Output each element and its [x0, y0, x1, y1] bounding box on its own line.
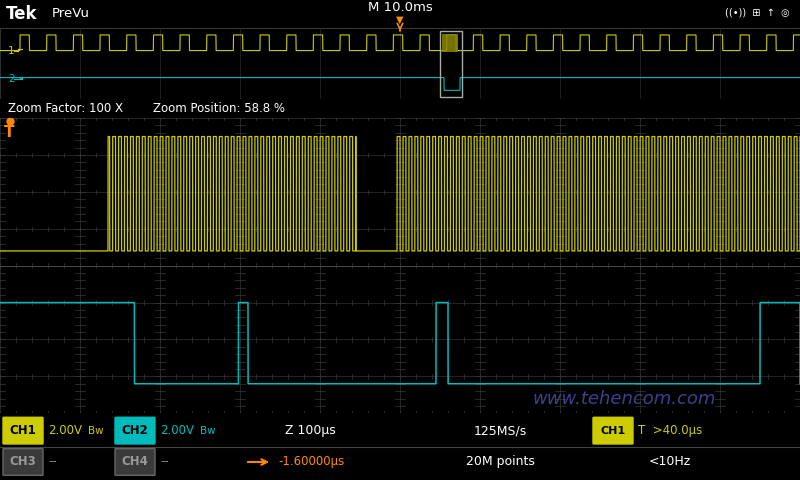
Text: CH3: CH3: [10, 456, 36, 468]
Text: M 10.0ms: M 10.0ms: [368, 1, 432, 14]
Text: <10Hz: <10Hz: [649, 456, 691, 468]
Text: Tek: Tek: [6, 5, 38, 23]
Text: Bw: Bw: [88, 426, 104, 436]
Text: Bw: Bw: [200, 426, 216, 436]
Bar: [440, 31, 462, 97]
Text: 2: 2: [8, 74, 14, 84]
FancyBboxPatch shape: [3, 449, 43, 475]
Text: --: --: [48, 456, 57, 468]
Text: 125MS/s: 125MS/s: [474, 424, 526, 437]
Bar: [442, 34, 458, 52]
Text: 1: 1: [8, 46, 14, 56]
Text: ((•))  ⊞  ↑  ◎: ((•)) ⊞ ↑ ◎: [726, 8, 790, 18]
Text: CH1: CH1: [10, 424, 36, 437]
Text: ▼: ▼: [396, 14, 404, 24]
Text: 2.00V: 2.00V: [48, 424, 82, 437]
FancyBboxPatch shape: [115, 417, 155, 444]
FancyBboxPatch shape: [115, 449, 155, 475]
Text: 2.00V: 2.00V: [160, 424, 194, 437]
FancyBboxPatch shape: [3, 417, 43, 444]
Text: CH2: CH2: [122, 424, 148, 437]
Text: CH1: CH1: [601, 426, 626, 436]
Text: 20M points: 20M points: [466, 456, 534, 468]
Text: www.tehencom.com: www.tehencom.com: [532, 390, 716, 408]
Text: Zoom Factor: 100 X        Zoom Position: 58.8 %: Zoom Factor: 100 X Zoom Position: 58.8 %: [8, 102, 285, 115]
Text: Z 100µs: Z 100µs: [285, 424, 335, 437]
Text: PreVu: PreVu: [52, 7, 90, 21]
Text: -1.60000µs: -1.60000µs: [278, 456, 344, 468]
FancyBboxPatch shape: [593, 417, 633, 444]
Text: CH4: CH4: [122, 456, 149, 468]
Text: --: --: [160, 456, 169, 468]
Text: T  >40.0µs: T >40.0µs: [638, 424, 702, 437]
Text: T: T: [4, 125, 14, 140]
